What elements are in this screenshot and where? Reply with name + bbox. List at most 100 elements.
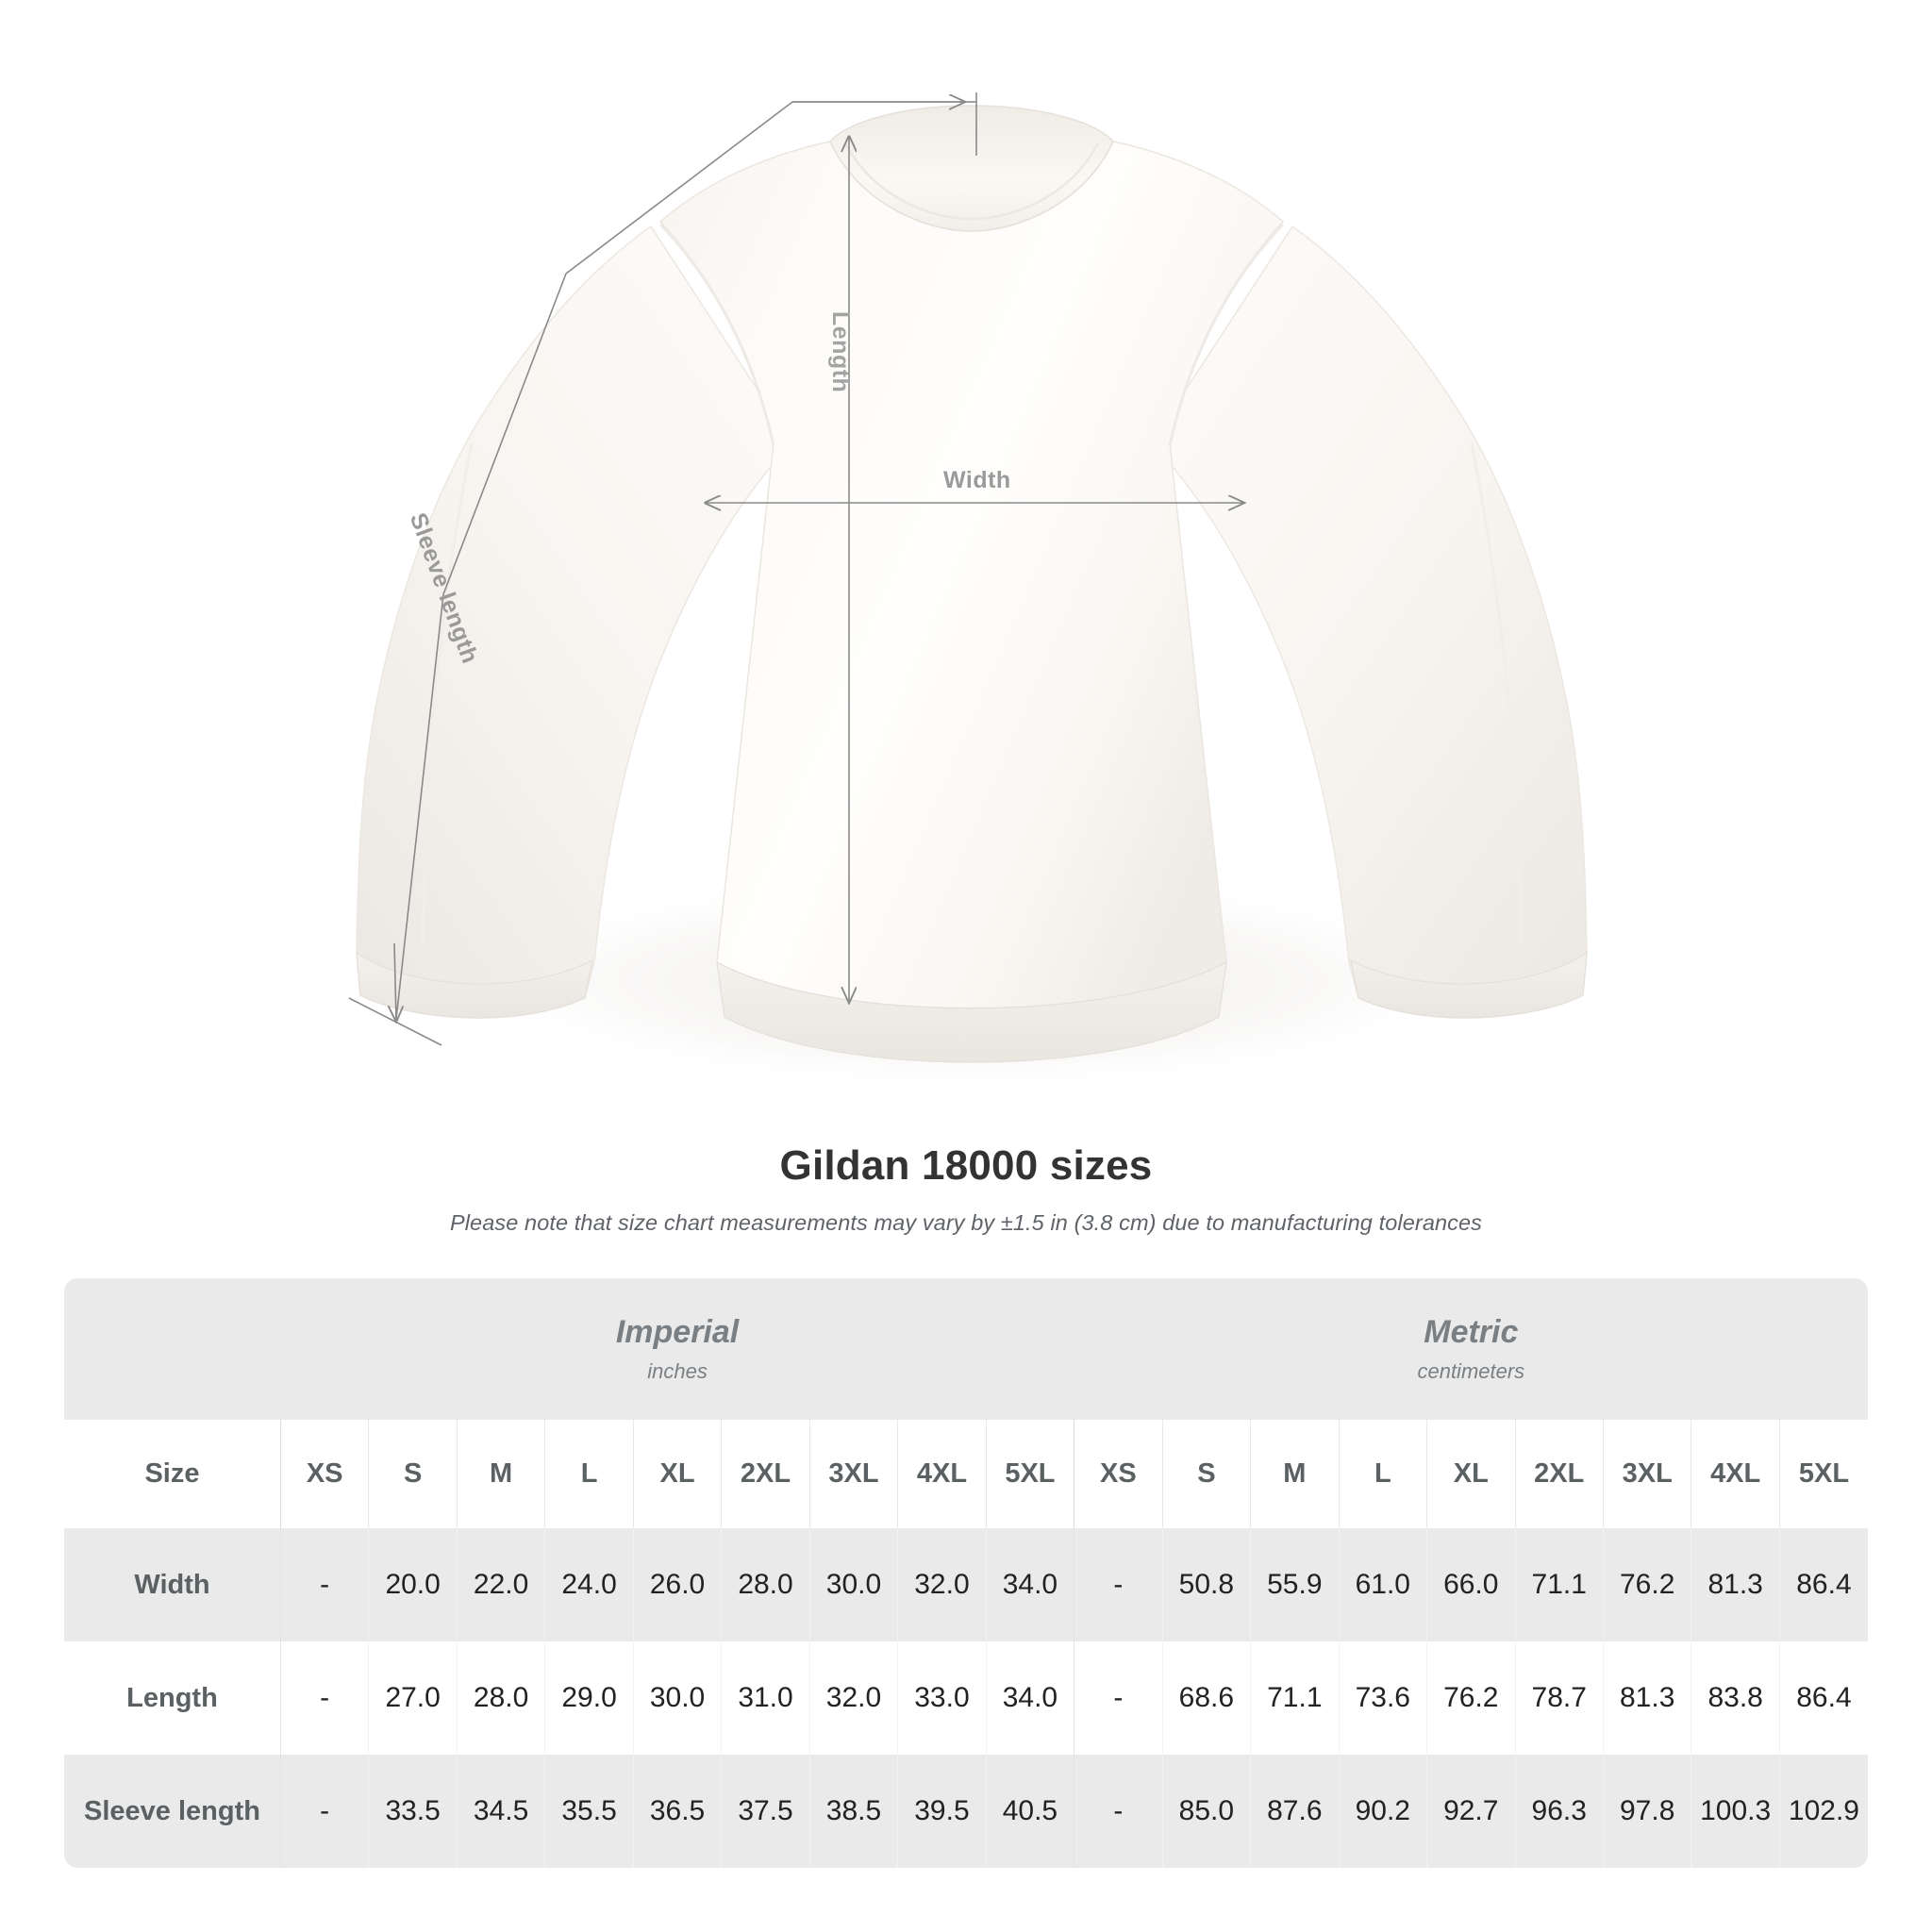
cell-width-metric-xl: 66.0 xyxy=(1426,1528,1515,1641)
size-header-imperial-xl: XL xyxy=(632,1420,722,1528)
cell-width-metric-xs: - xyxy=(1074,1528,1163,1641)
cell-length-metric-l: 73.6 xyxy=(1338,1641,1427,1755)
cell-length-imperial-m: 28.0 xyxy=(456,1641,545,1755)
cell-length-imperial-s: 27.0 xyxy=(368,1641,458,1755)
sleeve-bottom-arrow xyxy=(394,942,396,1021)
right-sleeve-fold xyxy=(1470,442,1523,944)
size-header-metric-5xl: 5XL xyxy=(1778,1420,1868,1528)
size-header-label: Size xyxy=(64,1420,281,1528)
cell-length-imperial-xl: 30.0 xyxy=(632,1641,722,1755)
cell-width-metric-s: 50.8 xyxy=(1161,1528,1251,1641)
length-annotation-label: Length xyxy=(827,311,854,393)
cell-width-imperial-l: 24.0 xyxy=(544,1528,634,1641)
cell-width-imperial-xs: - xyxy=(279,1528,369,1641)
left-shoulder-seam xyxy=(658,223,775,446)
cell-width-metric-2xl: 71.1 xyxy=(1514,1528,1604,1641)
size-header-metric-4xl: 4XL xyxy=(1690,1420,1780,1528)
right-cuff xyxy=(1350,951,1588,1019)
row-label-sleeve-length: Sleeve length xyxy=(64,1755,281,1868)
cell-sleeve-length-imperial-4xl: 39.5 xyxy=(897,1755,987,1868)
cell-width-imperial-4xl: 32.0 xyxy=(897,1528,987,1641)
size-table: Imperial inches Metric centimeters Size XS S M L… xyxy=(64,1278,1868,1868)
collar-inner-seam xyxy=(843,142,1100,221)
unit-group-imperial-sub: inches xyxy=(647,1358,708,1383)
size-table-container: Imperial inches Metric centimeters Size XS S M L… xyxy=(64,1278,1868,1868)
cell-sleeve-length-imperial-l: 35.5 xyxy=(544,1755,634,1868)
cell-sleeve-length-imperial-2xl: 37.5 xyxy=(721,1755,810,1868)
left-cuff xyxy=(356,951,593,1019)
row-label-width: Width xyxy=(64,1528,281,1641)
cell-length-metric-xl: 76.2 xyxy=(1426,1641,1515,1755)
row-label-length: Length xyxy=(64,1641,281,1755)
right-shoulder-seam xyxy=(1168,223,1285,446)
cell-length-imperial-3xl: 32.0 xyxy=(808,1641,898,1755)
waistband xyxy=(716,960,1227,1063)
size-header-imperial-2xl: 2XL xyxy=(721,1420,810,1528)
cell-width-metric-l: 61.0 xyxy=(1338,1528,1427,1641)
cell-length-imperial-l: 29.0 xyxy=(544,1641,634,1755)
size-header-imperial-s: S xyxy=(368,1420,458,1528)
cell-width-imperial-3xl: 30.0 xyxy=(808,1528,898,1641)
left-sleeve-fold xyxy=(421,442,474,944)
cell-length-metric-5xl: 86.4 xyxy=(1778,1641,1868,1755)
cell-length-metric-2xl: 78.7 xyxy=(1514,1641,1604,1755)
table-row: Length -27.0 28.0 29.0 30.0 31.0 32.0 33.0 34.0-… xyxy=(64,1641,1868,1755)
cell-sleeve-length-imperial-m: 34.5 xyxy=(456,1755,545,1868)
size-header-metric-xs: XS xyxy=(1074,1420,1163,1528)
size-header-metric-l: L xyxy=(1338,1420,1427,1528)
size-header-imperial-xs: XS xyxy=(279,1420,369,1528)
cell-sleeve-length-metric-3xl: 97.8 xyxy=(1602,1755,1691,1868)
size-header-row: Size XS S M L XL 2XL 3XL 4XL 5XL XS S M L XL 2XL 3XL 4XL 5… xyxy=(64,1420,1868,1528)
cell-sleeve-length-metric-l: 90.2 xyxy=(1338,1755,1427,1868)
cell-length-metric-3xl: 81.3 xyxy=(1602,1641,1691,1755)
garment-illustration: Length Width Sleeve length xyxy=(348,92,1588,1094)
unit-header-spacer xyxy=(64,1278,281,1420)
cell-sleeve-length-metric-4xl: 100.3 xyxy=(1690,1755,1780,1868)
cell-sleeve-length-imperial-xs: - xyxy=(279,1755,369,1868)
size-header-imperial-l: L xyxy=(544,1420,634,1528)
table-row: Sleeve length -33.5 34.5 35.5 36.5 37.5 38.5 39… xyxy=(64,1755,1868,1868)
cell-length-metric-m: 71.1 xyxy=(1250,1641,1340,1755)
unit-group-metric-name: Metric xyxy=(1424,1314,1519,1351)
size-header-imperial-5xl: 5XL xyxy=(985,1420,1074,1528)
size-header-metric-2xl: 2XL xyxy=(1514,1420,1604,1528)
unit-group-imperial-name: Imperial xyxy=(615,1314,740,1351)
cell-sleeve-length-metric-xs: - xyxy=(1074,1755,1163,1868)
cell-width-metric-3xl: 76.2 xyxy=(1602,1528,1691,1641)
cell-width-imperial-2xl: 28.0 xyxy=(721,1528,810,1641)
page-subtitle: Please note that size chart measurements… xyxy=(449,1209,1483,1235)
cell-width-metric-4xl: 81.3 xyxy=(1690,1528,1780,1641)
width-annotation-label: Width xyxy=(943,467,1011,493)
cell-sleeve-length-metric-5xl: 102.9 xyxy=(1778,1755,1868,1868)
page-title: Gildan 18000 sizes xyxy=(779,1142,1153,1189)
unit-group-metric: Metric centimeters xyxy=(1074,1278,1868,1420)
size-header-imperial-m: M xyxy=(456,1420,545,1528)
cell-width-imperial-xl: 26.0 xyxy=(632,1528,722,1641)
cell-sleeve-length-imperial-s: 33.5 xyxy=(368,1755,458,1868)
cell-length-metric-4xl: 83.8 xyxy=(1690,1641,1780,1755)
cell-length-imperial-2xl: 31.0 xyxy=(721,1641,810,1755)
cell-sleeve-length-metric-2xl: 96.3 xyxy=(1514,1755,1604,1868)
cell-sleeve-length-imperial-xl: 36.5 xyxy=(632,1755,722,1868)
size-header-metric-m: M xyxy=(1250,1420,1340,1528)
unit-group-metric-sub: centimeters xyxy=(1417,1358,1525,1383)
cell-width-imperial-m: 22.0 xyxy=(456,1528,545,1641)
cell-sleeve-length-metric-xl: 92.7 xyxy=(1426,1755,1515,1868)
cell-width-metric-5xl: 86.4 xyxy=(1778,1528,1868,1641)
cell-width-imperial-s: 20.0 xyxy=(368,1528,458,1641)
cell-sleeve-length-metric-m: 87.6 xyxy=(1250,1755,1340,1868)
cell-width-metric-m: 55.9 xyxy=(1250,1528,1340,1641)
cell-length-imperial-5xl: 34.0 xyxy=(985,1641,1074,1755)
body xyxy=(658,141,1285,1009)
size-header-imperial-3xl: 3XL xyxy=(808,1420,898,1528)
table-row: Width -20.0 22.0 24.0 26.0 28.0 30.0 32.0 34.0-5… xyxy=(64,1528,1868,1641)
unit-group-imperial: Imperial inches xyxy=(280,1278,1074,1420)
cell-sleeve-length-imperial-3xl: 38.5 xyxy=(808,1755,898,1868)
cell-length-imperial-4xl: 33.0 xyxy=(897,1641,987,1755)
cell-width-imperial-5xl: 34.0 xyxy=(985,1528,1074,1641)
cell-length-metric-s: 68.6 xyxy=(1161,1641,1251,1755)
unit-header-row: Imperial inches Metric centimeters xyxy=(64,1278,1868,1420)
cell-sleeve-length-imperial-5xl: 40.5 xyxy=(985,1755,1074,1868)
size-header-metric-3xl: 3XL xyxy=(1602,1420,1691,1528)
